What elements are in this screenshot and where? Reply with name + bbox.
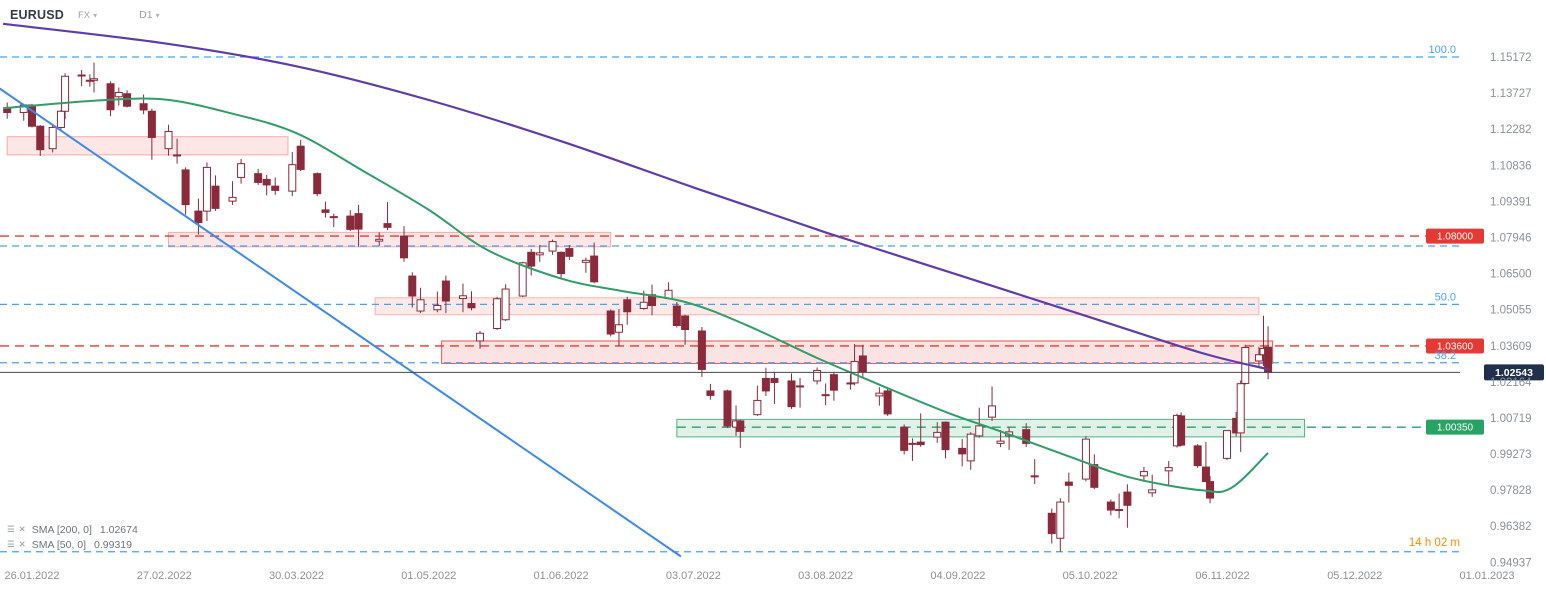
svg-text:1.10836: 1.10836	[1490, 160, 1532, 172]
market-selector[interactable]: FX ▾	[78, 10, 97, 21]
indicator-value: 1.02674	[99, 523, 138, 536]
svg-text:0.96382: 0.96382	[1490, 521, 1532, 533]
svg-text:1.13727: 1.13727	[1490, 88, 1532, 100]
svg-text:27.02.2022: 27.02.2022	[137, 570, 192, 582]
svg-text:03.08.2022: 03.08.2022	[798, 570, 853, 582]
timeframe-label: D1	[139, 9, 153, 21]
svg-text:01.01.2023: 01.01.2023	[1459, 570, 1514, 582]
svg-text:1.00719: 1.00719	[1490, 413, 1532, 425]
chevron-down-icon: ▾	[155, 10, 160, 20]
indicator-remove-icon[interactable]: ✕	[18, 539, 26, 550]
svg-text:26.01.2022: 26.01.2022	[4, 570, 59, 582]
sma-200-line	[2, 22, 1269, 371]
svg-text:01.06.2022: 01.06.2022	[534, 570, 589, 582]
svg-text:1.03600: 1.03600	[1437, 341, 1474, 352]
legend-row-sma200: ☰ ✕ SMA [200, 0] 1.02674	[7, 522, 138, 537]
svg-text:04.09.2022: 04.09.2022	[930, 570, 985, 582]
market-label: FX	[77, 9, 91, 21]
y-axis: 1.15172 1.13727 1.12282 1.10836 1.09391 1.079…	[1490, 52, 1532, 569]
svg-text:05.10.2022: 05.10.2022	[1063, 570, 1118, 582]
svg-text:1.03609: 1.03609	[1490, 341, 1532, 353]
svg-text:1.06500: 1.06500	[1490, 269, 1532, 281]
svg-text:05.12.2022: 05.12.2022	[1327, 570, 1382, 582]
svg-text:0.99273: 0.99273	[1490, 449, 1532, 461]
svg-text:0.97828: 0.97828	[1490, 485, 1532, 497]
indicator-value: 0.99319	[94, 538, 132, 551]
indicator-label: SMA [200, 0]	[31, 523, 92, 536]
svg-text:1.00350: 1.00350	[1437, 423, 1474, 434]
svg-text:0.94937: 0.94937	[1490, 557, 1532, 569]
indicator-settings-icon[interactable]: ☰	[7, 524, 15, 535]
svg-text:1.02164: 1.02164	[1490, 377, 1532, 389]
sma-50-line	[3, 97, 1269, 494]
chevron-down-icon: ▾	[93, 10, 98, 20]
indicator-legend: ☰ ✕ SMA [200, 0] 1.02674 ☰ ✕ SMA [50, 0]…	[7, 522, 138, 552]
x-axis: 26.01.2022 27.02.2022 30.03.2022 01.05.2022…	[4, 570, 1514, 582]
svg-text:30.03.2022: 30.03.2022	[269, 570, 324, 582]
svg-text:1.07946: 1.07946	[1490, 232, 1532, 244]
alert-levels-layer	[0, 235, 1484, 428]
svg-text:01.05.2022: 01.05.2022	[401, 570, 456, 582]
symbol-label[interactable]: EURUSD	[10, 8, 64, 22]
svg-text:06.11.2022: 06.11.2022	[1195, 570, 1249, 582]
indicator-remove-icon[interactable]: ✕	[18, 524, 26, 535]
svg-text:1.15172: 1.15172	[1490, 52, 1532, 64]
timeframe-selector[interactable]: D1 ▾	[139, 9, 159, 21]
svg-text:1.09391: 1.09391	[1490, 196, 1532, 208]
svg-text:100.0: 100.0	[1428, 44, 1456, 56]
svg-text:50.0: 50.0	[1435, 291, 1456, 303]
fib-labels: 100.0 50.0 38.2	[1428, 44, 1456, 362]
zones-layer	[6, 136, 1306, 438]
indicator-label: SMA [50, 0]	[31, 538, 87, 551]
svg-text:1.08000: 1.08000	[1437, 232, 1474, 243]
trendline	[0, 87, 682, 558]
indicator-settings-icon[interactable]: ☰	[7, 539, 15, 550]
svg-text:1.12282: 1.12282	[1490, 124, 1532, 136]
svg-text:38.2: 38.2	[1435, 350, 1456, 362]
svg-text:03.07.2022: 03.07.2022	[666, 570, 721, 582]
candle-countdown: 14 h 02 m	[1408, 537, 1460, 549]
legend-row-sma50: ☰ ✕ SMA [50, 0] 0.99319	[7, 537, 138, 552]
price-badges: 1.08000 1.03600 1.00350 1.02543	[1426, 228, 1544, 435]
svg-text:1.05055: 1.05055	[1490, 305, 1532, 317]
chart-header: EURUSD FX ▾ D1 ▾	[10, 8, 160, 22]
svg-text:1.02543: 1.02543	[1495, 367, 1533, 379]
